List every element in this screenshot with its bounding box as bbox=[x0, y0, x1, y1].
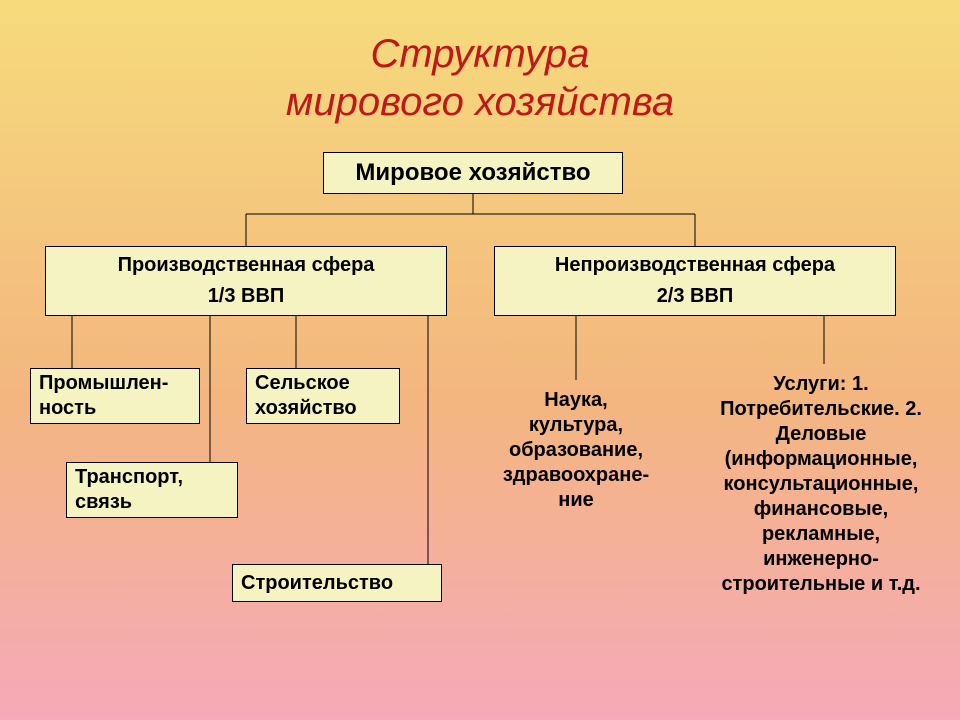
node-industry: Промышлен- ность bbox=[30, 368, 200, 424]
title-line-1: Структура bbox=[0, 30, 960, 78]
diagram-canvas: Структура мирового хозяйства Мировое хоз… bbox=[0, 0, 960, 720]
node-nonproduction-sphere: Непроизводственная сфера 2/3 ВВП bbox=[494, 246, 896, 316]
node-science-culture: Наука, культура, образование, здравоохра… bbox=[466, 388, 686, 513]
node-construction: Строительство bbox=[232, 564, 442, 602]
node-nonprod-label1: Непроизводственная сфера bbox=[555, 253, 835, 278]
node-agri-label: Сельское хозяйство bbox=[255, 371, 357, 421]
node-services: Услуги: 1. Потребительские. 2. Деловые (… bbox=[706, 372, 936, 597]
node-nonprod-label2: 2/3 ВВП bbox=[657, 284, 734, 309]
title-line-2: мирового хозяйства bbox=[0, 78, 960, 126]
node-root-label: Мировое хозяйство bbox=[355, 158, 590, 188]
node-production-sphere: Производственная сфера 1/3 ВВП bbox=[45, 246, 447, 316]
node-prod-label2: 1/3 ВВП bbox=[208, 284, 285, 309]
node-services-label: Услуги: 1. Потребительские. 2. Деловые (… bbox=[720, 373, 922, 595]
node-prod-label1: Производственная сфера bbox=[118, 253, 375, 278]
slide-title: Структура мирового хозяйства bbox=[0, 30, 960, 126]
node-construction-label: Строительство bbox=[241, 571, 393, 596]
node-transport-label: Транспорт, связь bbox=[75, 465, 183, 515]
node-industry-label: Промышлен- ность bbox=[39, 371, 168, 421]
node-agriculture: Сельское хозяйство bbox=[246, 368, 400, 424]
node-root: Мировое хозяйство bbox=[323, 152, 623, 194]
node-science-label: Наука, культура, образование, здравоохра… bbox=[503, 389, 649, 511]
node-transport: Транспорт, связь bbox=[66, 462, 238, 518]
